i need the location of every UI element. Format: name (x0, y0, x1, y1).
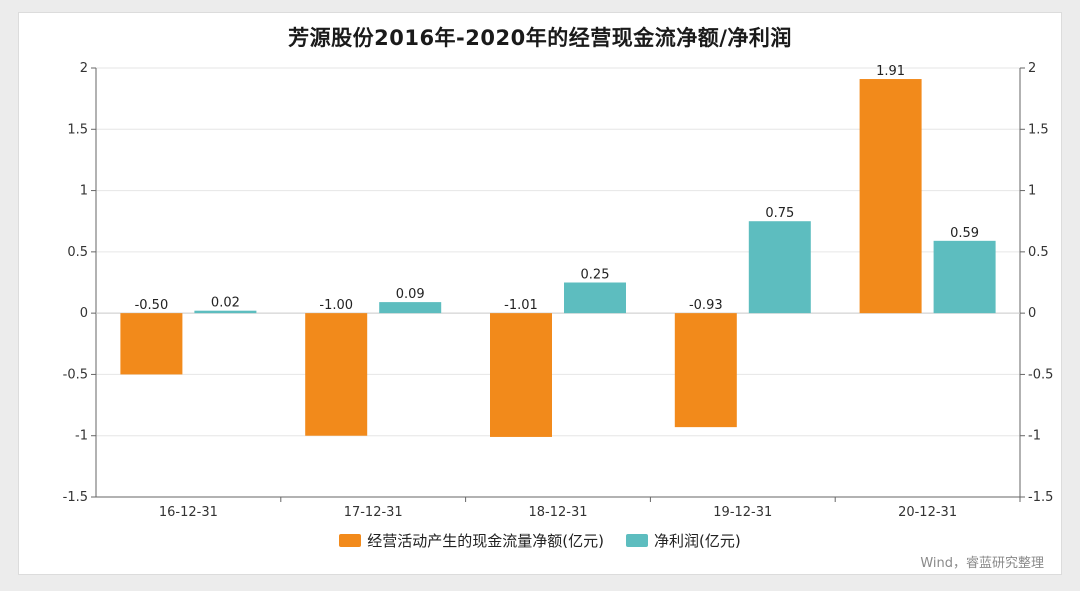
data-label-cashflow: -0.93 (689, 298, 723, 313)
x-tick-label: 16-12-31 (159, 505, 218, 520)
bar-cashflow[interactable] (120, 313, 183, 375)
y-tick-label-left: 1.5 (67, 122, 88, 137)
y-tick-label-right: 0 (1028, 306, 1036, 321)
legend-item-net-profit[interactable]: 净利润(亿元) (626, 530, 741, 551)
y-tick-label-right: 0.5 (1028, 245, 1049, 260)
y-tick-label-left: -1 (75, 429, 88, 444)
y-tick-label-right: -1.5 (1028, 490, 1053, 505)
bar-cashflow[interactable] (305, 313, 368, 436)
y-tick-label-right: 1 (1028, 184, 1036, 199)
data-label-cashflow: -1.01 (504, 298, 538, 313)
y-tick-label-right: 1.5 (1028, 122, 1049, 137)
bar-net-profit[interactable] (194, 310, 257, 314)
bar-cashflow[interactable] (490, 313, 552, 437)
bar-cashflow[interactable] (674, 313, 737, 428)
x-tick-label: 17-12-31 (344, 505, 403, 520)
y-tick-label-left: 0 (80, 306, 88, 321)
legend-item-cashflow[interactable]: 经营活动产生的现金流量净额(亿元) (339, 530, 604, 551)
data-label-cashflow: -1.00 (319, 298, 353, 313)
y-tick-label-right: -1 (1028, 429, 1041, 444)
x-tick-label: 20-12-31 (898, 505, 957, 520)
legend: 经营活动产生的现金流量净额(亿元) 净利润(亿元) (0, 530, 1080, 551)
source-note: Wind，睿蓝研究整理 (920, 556, 1044, 571)
bar-cashflow[interactable] (859, 79, 922, 314)
y-tick-label-left: -0.5 (63, 367, 88, 382)
x-tick-label: 19-12-31 (713, 505, 772, 520)
y-tick-label-right: 2 (1028, 61, 1036, 76)
bars (120, 79, 996, 437)
data-label-net-profit: 0.75 (765, 206, 794, 221)
legend-label-cashflow: 经营活动产生的现金流量净额(亿元) (367, 532, 604, 550)
y-tick-label-right: -0.5 (1028, 367, 1053, 382)
data-label-cashflow: 1.91 (876, 64, 905, 79)
data-label-net-profit: 0.25 (581, 268, 610, 283)
data-label-net-profit: 0.02 (211, 296, 240, 311)
legend-label-net-profit: 净利润(亿元) (654, 532, 741, 550)
bar-net-profit[interactable] (748, 221, 811, 314)
chart-title: 芳源股份2016年-2020年的经营现金流净额/净利润 (288, 26, 792, 50)
data-label-cashflow: -0.50 (135, 298, 169, 313)
y-tick-label-left: 2 (80, 61, 88, 76)
bar-net-profit[interactable] (564, 282, 626, 314)
x-tick-label: 18-12-31 (528, 505, 587, 520)
bar-net-profit[interactable] (379, 302, 442, 314)
data-label-net-profit: 0.09 (396, 287, 425, 302)
y-tick-label-left: -1.5 (63, 490, 88, 505)
bar-net-profit[interactable] (933, 240, 996, 314)
legend-swatch-cashflow (339, 534, 362, 547)
data-label-net-profit: 0.59 (950, 226, 979, 241)
data-labels: -0.50 0.02 -1.00 0.09 -1.01 0.25 -0.93 0.75 1.91… (135, 64, 979, 313)
y-tick-label-left: 1 (80, 184, 88, 199)
y-tick-label-left: 0.5 (67, 245, 88, 260)
legend-swatch-net-profit (626, 534, 648, 547)
